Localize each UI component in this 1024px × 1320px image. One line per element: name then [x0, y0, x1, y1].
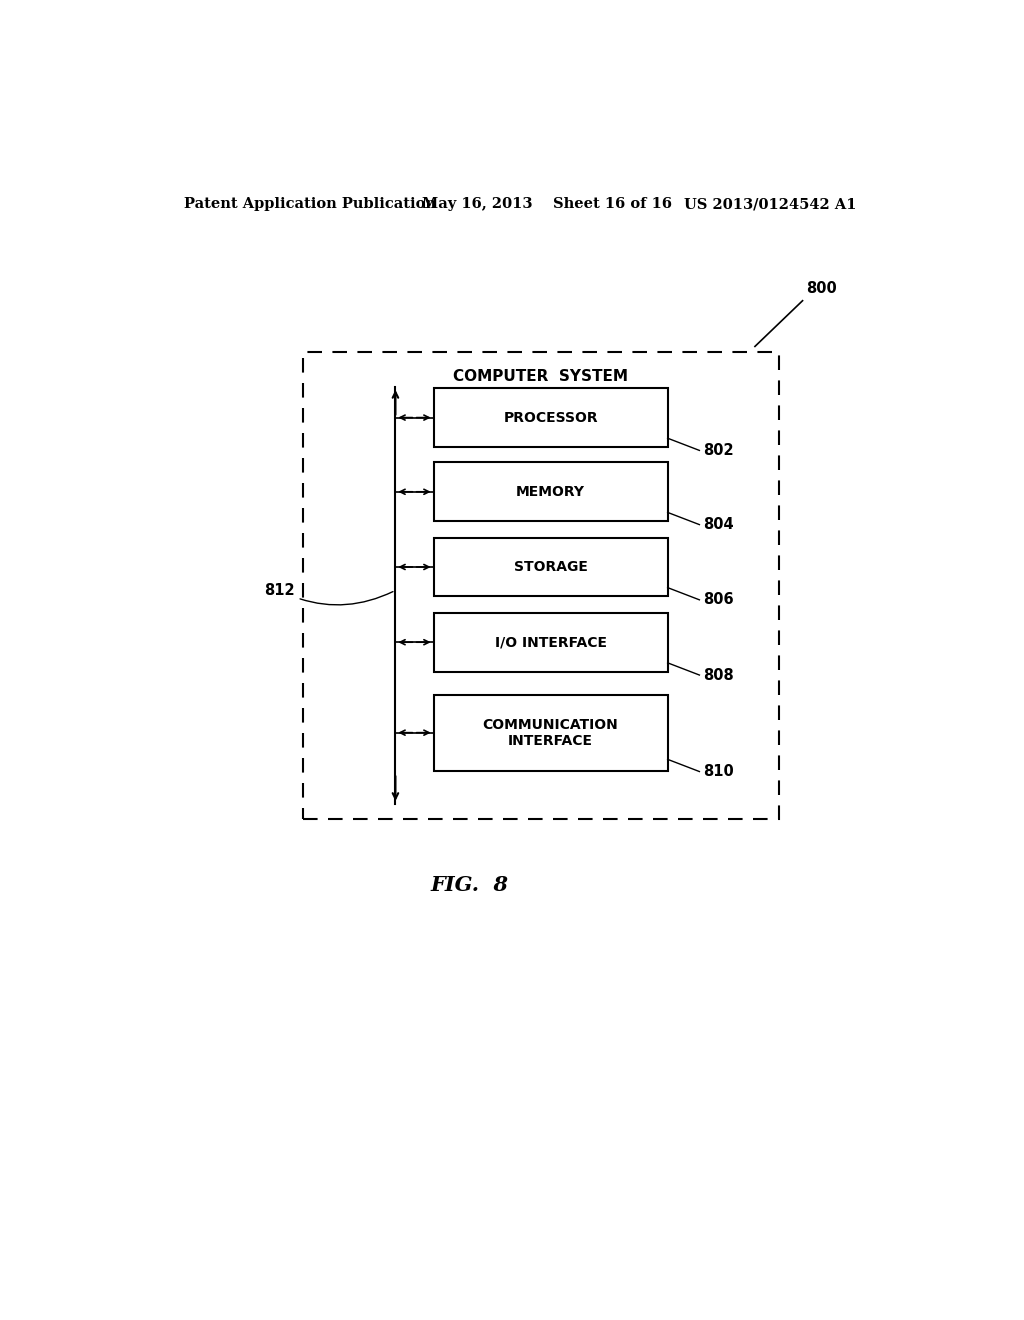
Text: STORAGE: STORAGE — [514, 560, 588, 574]
Text: US 2013/0124542 A1: US 2013/0124542 A1 — [684, 197, 856, 211]
Text: 802: 802 — [703, 444, 734, 458]
Text: I/O INTERFACE: I/O INTERFACE — [495, 635, 606, 649]
Text: Patent Application Publication: Patent Application Publication — [183, 197, 435, 211]
Text: 800: 800 — [807, 281, 838, 296]
Text: 812: 812 — [264, 583, 393, 605]
Bar — [433, 612, 668, 672]
Text: MEMORY: MEMORY — [516, 484, 585, 499]
Text: May 16, 2013: May 16, 2013 — [422, 197, 532, 211]
Bar — [433, 537, 668, 597]
Bar — [303, 351, 778, 818]
Text: PROCESSOR: PROCESSOR — [503, 411, 598, 425]
Text: COMMUNICATION
INTERFACE: COMMUNICATION INTERFACE — [482, 718, 618, 747]
Bar — [433, 694, 668, 771]
Text: FIG.  8: FIG. 8 — [430, 875, 508, 895]
Text: Sheet 16 of 16: Sheet 16 of 16 — [553, 197, 672, 211]
Text: 804: 804 — [703, 517, 734, 532]
Text: 806: 806 — [703, 593, 734, 607]
Bar — [433, 388, 668, 447]
Text: 808: 808 — [703, 668, 734, 682]
Bar — [433, 462, 668, 521]
Text: COMPUTER  SYSTEM: COMPUTER SYSTEM — [454, 370, 628, 384]
Text: 810: 810 — [703, 764, 734, 779]
